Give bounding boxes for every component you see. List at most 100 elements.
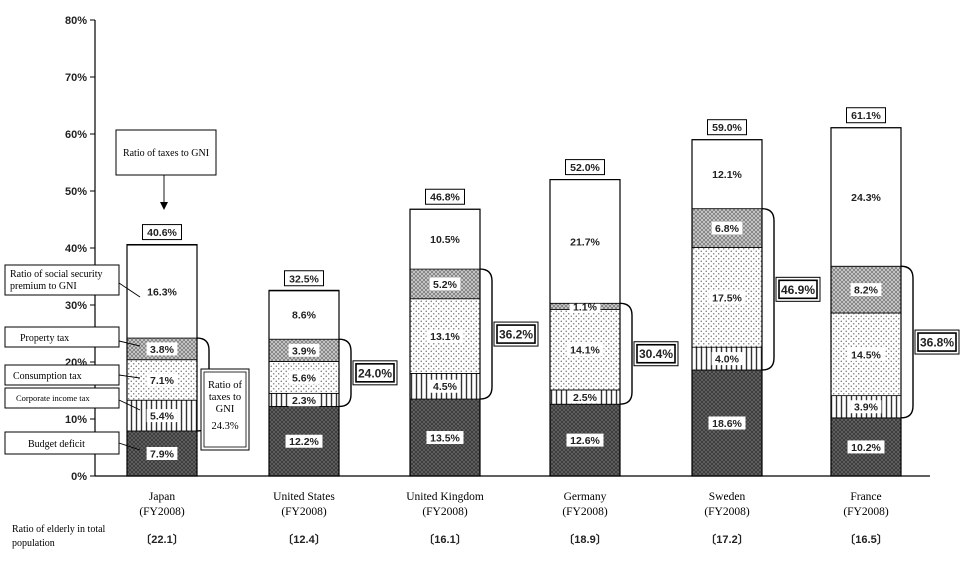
- bar-outline: [549, 179, 621, 477]
- segment-value-label: 6.8%: [715, 223, 740, 235]
- category-elderly-ratio: 〔17.2〕: [705, 533, 748, 546]
- segment-label-bg: [566, 433, 604, 447]
- category-elderly-ratio: 〔16.5〕: [844, 533, 887, 546]
- segment-label-bg: [566, 234, 604, 248]
- segment-label-bg: [143, 285, 181, 299]
- bar-outline: [126, 243, 198, 477]
- category-fiscal-year: (FY2008): [281, 506, 327, 518]
- x-axis-labels: Japan (FY2008) 〔22.1〕 United States (FY2008)…: [139, 491, 889, 546]
- bar-sweden: 18.6% 4.0% 17.5% 6.8% 12.1% 59.0% 46.9%: [691, 119, 821, 477]
- segment-label-bg: [288, 393, 320, 407]
- segment-value-label: 14.5%: [851, 349, 881, 361]
- segment-value-label: 10.5%: [430, 234, 460, 246]
- y-tick-label: 80%: [65, 15, 87, 27]
- segment-label-bg: [847, 440, 885, 454]
- category-elderly-ratio: 〔18.9〕: [563, 533, 606, 546]
- y-tick-label: 30%: [65, 300, 87, 312]
- legend-corporate-label: Corporate income tax: [16, 393, 90, 403]
- category-fiscal-year: (FY2008): [704, 506, 750, 518]
- elderly-ratio-label: Ratio of elderly in total population: [12, 524, 106, 549]
- category-fiscal-year: (FY2008): [139, 506, 185, 518]
- segment-value-label: 3.9%: [854, 402, 879, 414]
- tax-ratio-label: 36.8%: [920, 336, 954, 350]
- tax-ratio-label: 24.0%: [358, 366, 392, 380]
- segment-value-label: 14.1%: [570, 345, 600, 357]
- segment-label-bg: [429, 277, 461, 291]
- segment-label-bg: [708, 290, 746, 304]
- segment-value-label: 3.9%: [292, 345, 317, 357]
- segment-value-label: 21.7%: [570, 236, 600, 248]
- segment-label-bg: [288, 370, 320, 384]
- segment-label-bg: [426, 329, 464, 343]
- total-value-label: 61.1%: [851, 110, 881, 122]
- y-tick-label: 40%: [65, 243, 87, 255]
- bar-france: 10.2% 3.9% 14.5% 8.2% 24.3% 61.1% 36.8%: [830, 107, 960, 477]
- legend-social-security-line1: Ratio of social security: [10, 269, 102, 280]
- tax-ratio-label: 36.2%: [499, 328, 533, 342]
- bar-outline: [268, 290, 340, 477]
- segment-value-label: 8.6%: [292, 310, 317, 322]
- segment-label-bg: [146, 342, 178, 356]
- segment-label-bg: [429, 379, 461, 393]
- y-tick-label: 0%: [71, 471, 87, 483]
- elderly-label-line2: population: [12, 538, 55, 549]
- category-elderly-ratio: 〔12.4〕: [282, 533, 325, 546]
- category-name: France: [850, 491, 881, 503]
- category-elderly-ratio: 〔22.1〕: [140, 533, 183, 546]
- segment-value-label: 17.5%: [712, 292, 742, 304]
- legend-property-label: Property tax: [20, 333, 69, 344]
- bar-outline: [409, 208, 481, 477]
- legend-property-tax: Property tax: [4, 326, 141, 348]
- category-name: United Kingdom: [406, 491, 484, 503]
- bar-united-kingdom: 13.5% 4.5% 13.1% 5.2% 10.5% 46.8% 36.2%: [409, 188, 539, 477]
- bar-outline: [691, 139, 763, 477]
- total-label-box: [707, 119, 747, 136]
- segment-value-label: 13.5%: [430, 433, 460, 445]
- japan-callout-line1: Ratio of: [208, 380, 243, 391]
- category-name: Sweden: [709, 491, 746, 503]
- segment-label-bg: [708, 416, 746, 430]
- tax-bracket: [619, 302, 633, 405]
- segment-value-label: 1.1%: [573, 301, 598, 313]
- total-label-box: [565, 159, 605, 176]
- segment-value-label: 4.0%: [715, 354, 740, 366]
- segment-label-bg: [850, 400, 882, 414]
- total-label-box: [142, 224, 182, 241]
- tax-bracket: [900, 265, 914, 419]
- segment-value-label: 18.6%: [712, 418, 742, 430]
- japan-callout-line4: 24.3%: [211, 421, 238, 432]
- segment-value-label: 12.1%: [712, 169, 742, 181]
- segment-value-label: 5.4%: [150, 411, 175, 423]
- ratio-taxes-gni-label: Ratio of taxes to GNI: [123, 148, 209, 159]
- total-value-label: 32.5%: [289, 273, 319, 285]
- segment-value-label: 12.2%: [289, 436, 319, 448]
- legend-social-security: Ratio of social security premium to GNI: [4, 264, 141, 298]
- legend-deficit-label: Budget deficit: [28, 439, 85, 450]
- total-value-label: 52.0%: [570, 162, 600, 174]
- japan-tax-ratio-callout: Ratio of taxes to GNI 24.3%: [200, 368, 250, 451]
- tax-ratio-label: 46.9%: [781, 283, 815, 297]
- segment-label-bg: [288, 308, 320, 322]
- category-name: Japan: [149, 491, 175, 503]
- ratio-taxes-gni-callout: Ratio of taxes to GNI: [115, 129, 217, 210]
- y-tick-label: 70%: [65, 72, 87, 84]
- segment-value-label: 8.2%: [854, 285, 879, 297]
- segment-value-label: 13.1%: [430, 331, 460, 343]
- legend: Ratio of social security premium to GNI …: [4, 264, 141, 455]
- segment-label-bg: [708, 167, 746, 181]
- elderly-label-line1: Ratio of elderly in total: [12, 524, 106, 535]
- segment-value-label: 24.3%: [851, 192, 881, 204]
- category-fiscal-year: (FY2008): [843, 506, 889, 518]
- stacked-bars: 7.9% 5.4% 7.1% 3.8% 16.3% 40.6% 12.2% 2.3% 5.6% 3…: [126, 107, 960, 477]
- segment-value-label: 3.8%: [150, 344, 175, 356]
- legend-corporate-income-tax: Corporate income tax: [4, 387, 141, 411]
- segment-label-bg: [426, 232, 464, 246]
- segment-label-bg: [146, 446, 178, 460]
- segment-label-bg: [146, 409, 178, 423]
- segment-value-label: 16.3%: [147, 287, 177, 299]
- tax-ratio-box-inner: [917, 332, 957, 352]
- segment-label-bg: [288, 343, 320, 357]
- segment-label-bg: [285, 434, 323, 448]
- category-name: Germany: [564, 491, 607, 503]
